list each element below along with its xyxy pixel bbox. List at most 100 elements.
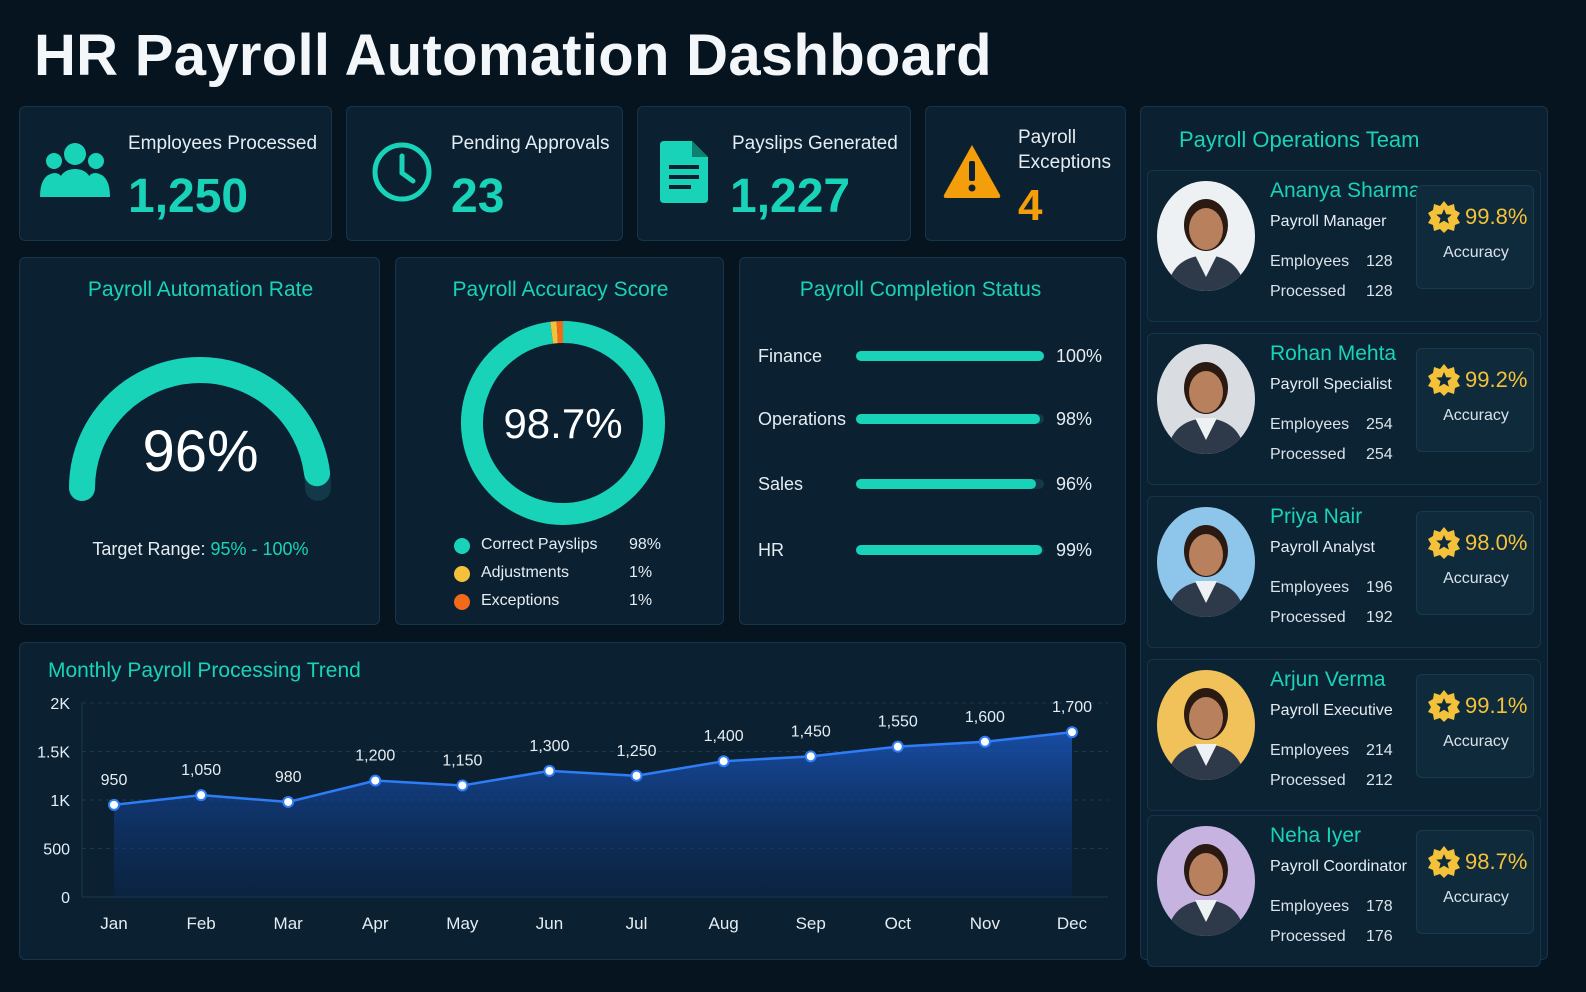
kpi-card-employees-processed[interactable]: Employees Processed 1,250 (19, 106, 332, 241)
accuracy-donut (461, 321, 665, 525)
accuracy-badge: 98.0% Accuracy (1416, 511, 1534, 615)
data-point[interactable] (195, 789, 208, 802)
processed-value: 176 (1366, 928, 1393, 945)
completion-pct: 98% (1056, 409, 1093, 429)
donut-segment-adjustments (550, 321, 559, 344)
employees-label: Employees (1270, 579, 1350, 596)
member-name: Priya Nair (1270, 505, 1363, 528)
donut-segment-correct (461, 321, 665, 525)
data-point[interactable] (369, 774, 382, 787)
clock-icon (372, 142, 432, 202)
data-label: 1,200 (355, 748, 395, 765)
x-tick-label: May (446, 914, 479, 933)
legend-pct: 1% (629, 592, 653, 609)
processed-label: Processed (1270, 446, 1346, 463)
x-tick-label: Aug (709, 914, 739, 933)
star-badge-icon (1428, 364, 1460, 396)
x-tick-label: Jul (626, 914, 648, 933)
completion-bar (856, 479, 1044, 489)
completion-pct: 99% (1056, 540, 1093, 560)
accuracy-label: Accuracy (1443, 244, 1509, 261)
completion-label: Finance (758, 346, 823, 366)
completion-bar-fill (856, 351, 1044, 361)
team-member-card[interactable]: Ananya Sharma Payroll Manager Employees … (1147, 170, 1541, 322)
panel-title: Payroll Accuracy Score (452, 278, 669, 301)
completion-bar-fill (856, 414, 1041, 424)
accuracy-badge: 99.8% Accuracy (1416, 185, 1534, 289)
data-point[interactable] (630, 769, 643, 782)
employees-label: Employees (1270, 253, 1350, 270)
data-point[interactable] (456, 779, 469, 792)
data-point[interactable] (543, 764, 556, 777)
completion-label: Sales (758, 474, 804, 494)
star-badge-icon (1428, 690, 1460, 722)
team-member-card[interactable]: Arjun Verma Payroll Executive Employees … (1147, 659, 1541, 811)
employees-label: Employees (1270, 898, 1350, 915)
avatar (1157, 507, 1255, 617)
x-tick-label: Oct (885, 914, 912, 933)
x-tick-label: Apr (362, 914, 389, 933)
data-point[interactable] (891, 740, 904, 753)
kpi-card-payslips-generated[interactable]: Payslips Generated 1,227 (637, 106, 911, 241)
kpi-card-payroll-exceptions[interactable]: Payroll Exceptions 4 (925, 106, 1126, 241)
completion-pct: 100% (1056, 346, 1103, 366)
y-tick-label: 2K (50, 696, 70, 713)
trend-line (113, 730, 1073, 807)
kpi-value: 1,227 (730, 170, 851, 223)
kpi-label: Employees Processed (128, 133, 318, 154)
avatar (1157, 826, 1255, 936)
people-icon (40, 143, 110, 197)
team-member-card[interactable]: Neha Iyer Payroll Coordinator Employees … (1147, 815, 1541, 967)
member-role: Payroll Executive (1270, 702, 1393, 719)
processed-label: Processed (1270, 928, 1346, 945)
data-point[interactable] (1066, 726, 1078, 739)
warning-icon (943, 145, 1001, 198)
accuracy-label: Accuracy (1443, 889, 1509, 906)
processed-value: 254 (1366, 446, 1393, 463)
data-label: 1,150 (442, 752, 482, 769)
completion-label: Operations (758, 409, 847, 429)
x-tick-label: Jun (536, 914, 563, 933)
processed-label: Processed (1270, 772, 1346, 789)
team-member-card[interactable]: Rohan Mehta Payroll Specialist Employees… (1147, 333, 1541, 485)
avatar (1157, 181, 1255, 291)
legend-label: Correct Payslips (481, 536, 598, 553)
member-name: Arjun Verma (1270, 668, 1386, 691)
member-name: Rohan Mehta (1270, 342, 1397, 365)
team-member-card[interactable]: Priya Nair Payroll Analyst Employees 196… (1147, 496, 1541, 648)
data-point[interactable] (978, 735, 991, 748)
x-tick-label: Nov (970, 914, 1001, 933)
completion-bar (856, 414, 1044, 424)
data-label: 1,050 (181, 762, 221, 779)
legend-label: Adjustments (481, 564, 570, 581)
x-tick-label: Sep (796, 914, 826, 933)
x-tick-label: Feb (186, 914, 215, 933)
data-point[interactable] (108, 798, 120, 811)
accuracy-label: Accuracy (1443, 733, 1509, 750)
completion-bar-fill (856, 545, 1043, 555)
data-point[interactable] (282, 795, 295, 808)
accuracy-value: 99.8% (1465, 204, 1528, 229)
data-label: 1,450 (791, 723, 831, 740)
data-label: 1,700 (1052, 699, 1092, 716)
kpi-label: Exceptions (1018, 152, 1111, 173)
data-point[interactable] (717, 755, 730, 768)
x-tick-label: Jan (100, 914, 127, 933)
target-range-value: 95% - 100% (210, 539, 309, 559)
completion-bar-fill (856, 479, 1037, 489)
kpi-value: 4 (1018, 181, 1043, 230)
accuracy-label: Accuracy (1443, 407, 1509, 424)
legend-dot-correct (454, 538, 470, 554)
employees-label: Employees (1270, 416, 1350, 433)
accuracy-value: 99.2% (1465, 367, 1528, 392)
trend-area (114, 732, 1072, 897)
y-tick-label: 1.5K (37, 745, 70, 762)
data-point[interactable] (804, 750, 817, 763)
accuracy-label: Accuracy (1443, 570, 1509, 587)
y-tick-label: 0 (61, 890, 70, 907)
kpi-card-pending-approvals[interactable]: Pending Approvals 23 (346, 106, 623, 241)
processed-value: 128 (1366, 283, 1393, 300)
kpi-label: Payslips Generated (732, 133, 898, 154)
team-title: Payroll Operations Team (1179, 127, 1420, 152)
employees-value: 178 (1366, 898, 1393, 915)
